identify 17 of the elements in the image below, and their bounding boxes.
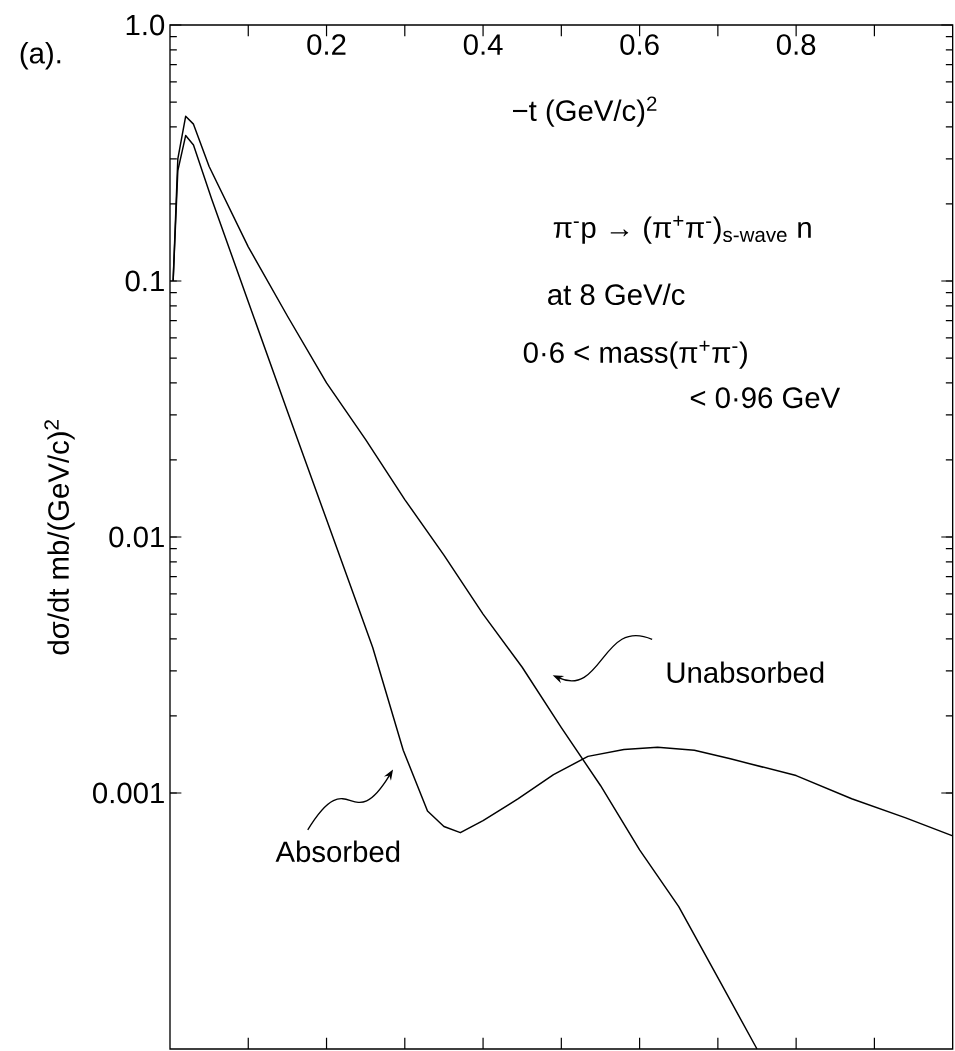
series-label: Absorbed [275, 840, 400, 863]
y-tick-label: 0.01 [109, 526, 164, 548]
annotation: 0·6 < mass(π$^{+}$π$^{-}$) [523, 340, 747, 369]
x-tick-label: 0.8 [776, 34, 816, 55]
annotation: at 8 GeV/c [548, 283, 685, 306]
annotation: < 0·96 GeV [690, 387, 841, 409]
text: π$^{-}$p → (π$^{+}$π$^{-}$)$_{s-wave}$ n [553, 215, 811, 244]
y-tick-label: 1.0 [126, 14, 165, 36]
y-axis-title: dσ/dt mb/(GeV/c)$^{2}$ [44, 420, 75, 655]
x-axis-title: −t (GeV/c)$^{2}$ [512, 96, 657, 127]
y-tick-label: 0.1 [125, 270, 164, 292]
x-tick-label: 0.6 [620, 34, 659, 55]
text: (a). [20, 42, 61, 70]
legend-label: Unabsorbed [667, 661, 824, 683]
x-tick-label: 0.4 [463, 34, 503, 55]
y-tick-label: 0.001 [93, 782, 164, 804]
x-tick-label: 0.2 [307, 34, 346, 55]
